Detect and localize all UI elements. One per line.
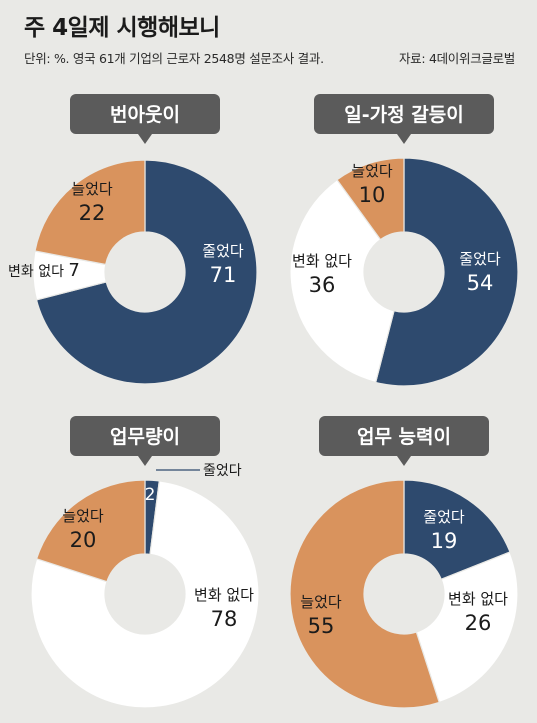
slice-1: [403, 479, 511, 581]
slice-label: 줄었다: [202, 242, 244, 260]
chart-title: 업무량이: [110, 426, 180, 448]
slice-3: [35, 479, 146, 583]
slice-label: 줄었다: [203, 463, 242, 479]
badge-pointer: [397, 456, 411, 466]
subtitle: 단위: %. 영국 61개 기업의 근로자 2548명 설문조사 결과.: [24, 51, 324, 66]
slice-2: [415, 551, 519, 704]
slice-label: 줄었다: [459, 250, 501, 268]
title-badge: [70, 416, 220, 456]
badge-pointer: [138, 456, 152, 466]
slice-label: 변화 없다: [292, 252, 352, 270]
page-title: 주 4일제 시행해보니: [24, 15, 220, 41]
slice-3: [336, 157, 405, 241]
slice-2: [289, 178, 395, 384]
slice-label: 늘었다: [62, 507, 104, 525]
slice-label: 변화 없다: [194, 586, 254, 604]
slice-value: 22: [79, 201, 106, 225]
slice-value: 55: [308, 614, 335, 638]
slice-label: 늘었다: [71, 180, 113, 198]
slice-value: 2: [145, 485, 156, 505]
slice-label: 늘었다: [300, 593, 342, 611]
source-note: 자료: 4데이위크글로벌: [398, 51, 515, 66]
title-badge: [314, 94, 494, 134]
chart-title: 번아웃이: [110, 104, 180, 126]
badge-pointer: [397, 134, 411, 144]
title-badge: [70, 94, 220, 134]
chart-title: 업무 능력이: [357, 426, 451, 448]
chart-title: 일-가정 갈등이: [344, 104, 463, 126]
slice-value: 26: [465, 611, 492, 635]
slice-label: 줄었다: [423, 508, 465, 526]
slice-1: [35, 159, 258, 385]
slice-value: 71: [210, 263, 237, 287]
slice-value: 20: [70, 528, 97, 552]
slice-value: 78: [211, 607, 238, 631]
slice-value: 19: [431, 529, 458, 553]
badge-pointer: [138, 134, 152, 144]
slice-value: 36: [309, 273, 336, 297]
slice-label: 변화 없다 7: [8, 260, 80, 281]
slice-3: [289, 479, 440, 709]
slice-label: 변화 없다: [448, 590, 508, 608]
slice-1: [374, 157, 519, 387]
slice-value: 7: [68, 260, 79, 281]
slice-value: 10: [359, 183, 386, 207]
title-badge: [319, 416, 489, 456]
slice-3: [34, 159, 146, 266]
slice-value: 54: [467, 271, 494, 295]
slice-label: 늘었다: [351, 162, 393, 180]
slice-2: [30, 480, 260, 709]
